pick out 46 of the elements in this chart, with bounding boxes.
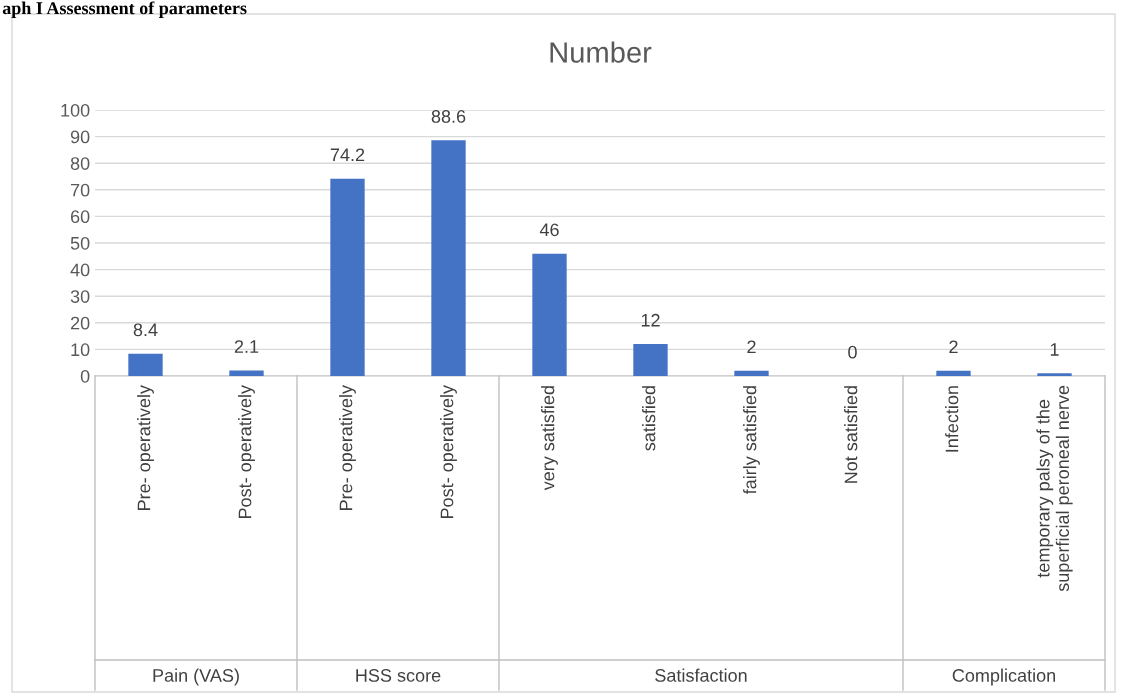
y-tick-label: 10	[71, 343, 90, 357]
x-tick-label: Post- operatively	[238, 385, 255, 518]
data-label: 2	[747, 340, 756, 354]
x-tick-label: temporary palsy of the superficial peroneal nerve	[1036, 385, 1073, 592]
chart-title: Number	[550, 41, 652, 63]
y-tick-label: 30	[70, 290, 90, 303]
y-tick-label: 100	[61, 103, 90, 117]
x-tick-label: Pre- operatively	[137, 385, 154, 510]
bar	[532, 253, 567, 376]
data-label: 88.6	[431, 110, 466, 123]
data-label: 74.2	[330, 148, 365, 161]
y-tick-label: 50	[70, 236, 90, 250]
y-tick-label: 40	[70, 263, 90, 277]
bar	[633, 344, 668, 376]
text: HSS score	[356, 669, 441, 682]
y-tick-label: 80	[70, 157, 90, 170]
x-tick-label: very satisfied	[541, 386, 558, 491]
y-tick-label: 90	[70, 130, 90, 144]
bar	[936, 370, 971, 376]
text: Complication	[952, 668, 1056, 686]
bar	[330, 178, 365, 376]
data-label: 12	[641, 313, 660, 327]
x-tick-label: Not satisfied	[844, 386, 858, 483]
bar	[128, 353, 163, 376]
text: Pain (VAS)	[153, 668, 239, 686]
text: Satisfaction	[655, 668, 747, 682]
x-tick-label: Infection	[945, 386, 959, 452]
bar	[734, 370, 769, 376]
y-tick-label: 0	[80, 369, 90, 383]
text: aph I Assessment of parameters	[2, 1, 247, 18]
x-tick-label: Pre- operatively	[339, 385, 356, 510]
bar	[431, 140, 466, 376]
data-label: 0	[848, 345, 857, 359]
data-label: 46	[539, 223, 559, 237]
y-tick-label: 60	[70, 210, 90, 224]
data-label: 2.1	[234, 340, 259, 353]
data-label: 2	[949, 340, 958, 354]
x-tick-label: satisfied	[642, 386, 656, 451]
bar	[1037, 373, 1072, 376]
y-tick-label: 20	[70, 316, 90, 330]
y-tick-label: 70	[70, 183, 90, 197]
x-tick-label: Post- operatively	[440, 385, 457, 518]
x-tick-label: fairly satisfied	[743, 386, 760, 495]
data-label: 8.4	[133, 323, 158, 337]
data-label: 1	[1050, 343, 1059, 356]
bar	[229, 370, 264, 376]
